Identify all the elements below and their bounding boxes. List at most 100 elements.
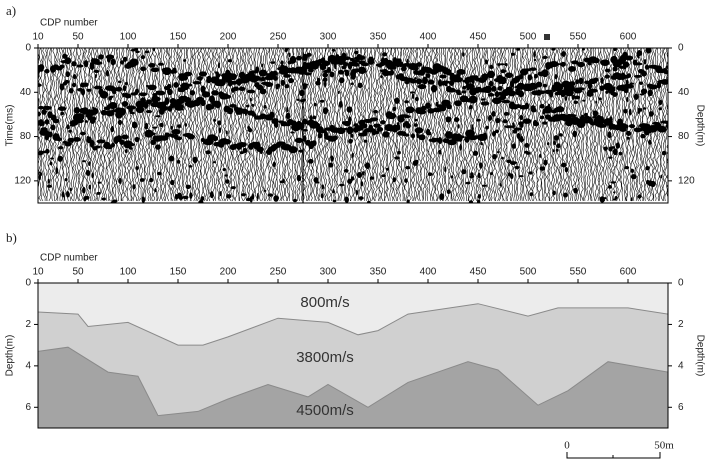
y-tick-label: 6 [25,402,31,413]
seismic-noise [560,162,567,168]
seismic-noise [218,127,222,134]
seismic-trace [56,48,60,201]
seismic-noise [313,102,317,107]
seismic-noise [244,109,248,117]
seismic-event [347,61,353,70]
seismic-event [644,64,650,70]
seismic-event [290,67,296,74]
seismic-event [418,134,426,141]
seismic-event [524,102,530,110]
seismic-event [329,71,335,78]
y-tick-label: 120 [14,175,31,186]
seismic-noise [326,61,330,64]
seismic-noise [450,175,454,179]
seismic-event [568,65,576,72]
seismic-trace [104,48,108,202]
seismic-noise [608,156,613,159]
seismic-event [129,58,139,67]
seismic-event [171,129,181,135]
seismic-trace [464,48,468,202]
seismic-event [481,73,489,81]
x-tick-label: 50 [72,267,84,278]
seismic-noise [155,115,161,118]
seismic-trace [54,48,58,202]
seismic-event [162,67,172,76]
seismic-trace [142,48,146,202]
seismic-trace [236,48,240,202]
seismic-noise [612,66,618,72]
seismic-noise [414,96,419,102]
seismic-noise [209,191,214,199]
seismic-event [44,119,50,125]
seismic-noise [332,199,337,203]
seismic-event [578,77,584,85]
seismic-event [146,99,152,105]
seismic-event [465,129,475,138]
seismic-event [487,92,495,97]
seismic-event [528,82,538,90]
seismic-noise [296,98,300,101]
seismic-trace [528,48,532,202]
seismic-event [543,105,553,114]
seismic-noise [551,48,556,51]
seismic-event [341,65,347,70]
seismic-noise [445,116,452,123]
seismic-event [251,112,257,117]
seismic-trace [62,48,66,202]
seismic-trace [368,48,372,202]
seismic-event [197,75,203,81]
seismic-event [211,135,219,142]
seismic-noise [533,51,536,58]
seismic-noise [605,90,609,94]
seismic-noise [524,142,530,148]
seismic-noise [480,141,483,146]
seismic-trace [514,48,518,202]
seismic-noise [62,53,68,59]
seismic-noise [539,153,542,158]
seismic-event [430,70,438,75]
seismic-noise [215,71,219,75]
seismic-noise [200,196,205,202]
seismic-noise [636,52,640,59]
seismic-event [338,127,344,134]
seismic-noise [404,178,408,183]
seismic-noise [579,114,586,122]
seismic-noise [595,100,598,104]
seismic-noise [92,106,95,110]
seismic-noise [518,175,524,178]
seismic-noise [465,79,468,85]
seismic-noise [496,150,500,154]
seismic-noise [270,61,276,64]
seismic-noise [315,80,321,86]
seismic-noise [615,71,619,79]
y2-tick-label: 4 [678,360,684,371]
seismic-noise [582,99,586,102]
seismic-event [403,115,411,119]
seismic-noise [189,90,196,96]
seismic-noise [225,78,231,83]
x-axis-title: CDP number [40,253,98,264]
seismic-noise [150,139,157,146]
seismic-trace [502,48,506,202]
seismic-noise [118,177,122,184]
seismic-noise [331,48,336,52]
seismic-noise [285,112,291,120]
seismic-event [640,88,648,95]
seismic-noise [435,101,439,107]
seismic-noise [82,107,88,112]
seismic-noise [361,171,365,176]
seismic-noise [145,84,149,88]
seismic-noise [612,191,616,194]
seismic-noise [477,172,481,179]
seismic-noise [477,199,481,203]
seismic-event [222,138,232,145]
seismic-event [126,105,136,110]
seismic-trace [60,48,64,202]
seismic-trace [48,48,52,202]
seismic-event [71,82,77,88]
seismic-noise [599,196,605,203]
seismic-noise [533,58,537,62]
seismic-trace [342,48,346,202]
seismic-noise [516,132,521,140]
seismic-noise [470,172,474,177]
